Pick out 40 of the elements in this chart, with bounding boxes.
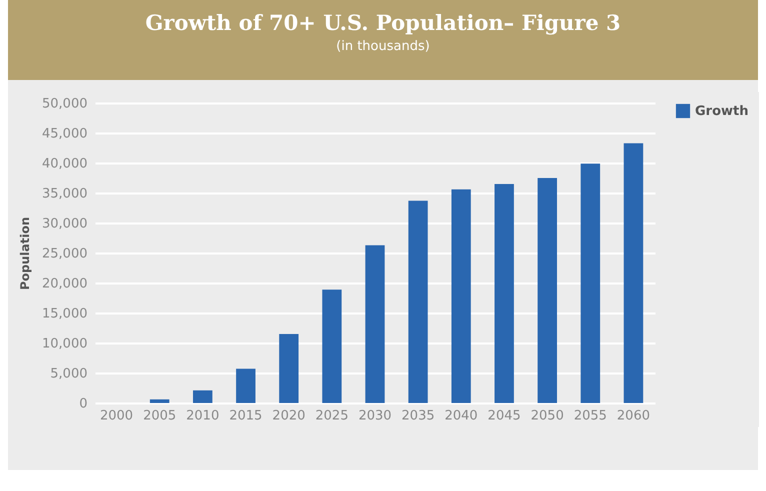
- x-tick-label: 2020: [272, 408, 306, 424]
- x-tick-label: 2000: [100, 408, 134, 424]
- bar: [150, 399, 170, 403]
- bar: [322, 290, 342, 403]
- bar: [624, 143, 644, 403]
- y-tick-label: 5,000: [50, 366, 88, 382]
- bar: [365, 245, 385, 403]
- x-tick-label: 2050: [530, 408, 564, 424]
- y-axis-title: Population: [18, 216, 32, 290]
- bar: [538, 178, 557, 403]
- x-tick-label: 2035: [402, 408, 435, 424]
- y-tick-label: 50,000: [42, 96, 88, 112]
- x-tick-label: 2010: [186, 408, 220, 424]
- x-tick-label: 2005: [143, 408, 176, 424]
- x-tick-label: 2030: [358, 408, 392, 424]
- bar: [580, 164, 600, 403]
- x-tick-label: 2025: [315, 408, 348, 424]
- bar: [408, 200, 428, 403]
- y-tick-label: 10,000: [42, 336, 88, 352]
- y-tick-label: 20,000: [42, 276, 88, 292]
- y-tick-label: 40,000: [42, 156, 88, 172]
- y-tick-label: 45,000: [42, 126, 88, 142]
- x-tick-label: 2045: [488, 408, 521, 424]
- y-tick-label: 15,000: [42, 306, 88, 322]
- x-tick-label: 2060: [616, 408, 650, 424]
- y-tick-label: 30,000: [42, 216, 88, 232]
- y-tick-label: 0: [79, 396, 88, 412]
- bar: [236, 368, 256, 403]
- bar: [193, 390, 212, 403]
- legend-label: Growth: [695, 104, 748, 119]
- chart-title: Growth of 70+ U.S. Population– Figure 3: [144, 10, 622, 35]
- x-tick-label: 2015: [229, 408, 262, 424]
- bar: [279, 334, 299, 403]
- bar: [494, 184, 514, 403]
- y-tick-label: 25,000: [42, 246, 88, 262]
- y-tick-label: 35,000: [42, 186, 88, 202]
- x-tick-label: 2055: [574, 408, 607, 424]
- x-tick-label: 2040: [444, 408, 478, 424]
- chart-subtitle: (in thousands): [335, 39, 431, 54]
- bar: [451, 189, 471, 403]
